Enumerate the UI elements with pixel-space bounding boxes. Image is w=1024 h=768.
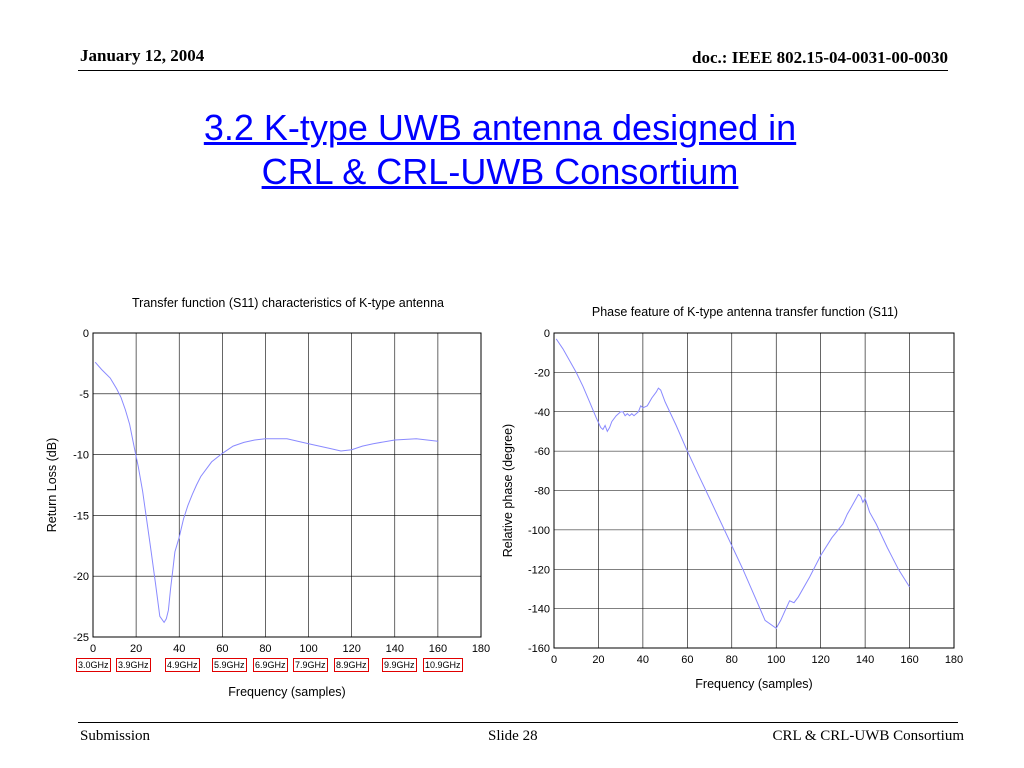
chart2-y-axis-label: Relative phase (degree) xyxy=(501,424,515,557)
chart2-x-tick-label: 180 xyxy=(945,654,963,666)
frequency-label: 8.9GHz xyxy=(334,658,369,672)
slide-title-line-2[interactable]: CRL & CRL-UWB Consortium xyxy=(261,151,739,192)
chart2-title: Phase feature of K-type antenna transfer… xyxy=(591,305,899,319)
chart1-x-tick-label: 160 xyxy=(429,643,447,655)
frequency-label: 5.9GHz xyxy=(212,658,247,672)
chart1-x-tick-label: 120 xyxy=(342,643,360,655)
chart1-x-tick-label: 80 xyxy=(259,643,271,655)
frequency-label: 10.9GHz xyxy=(423,658,463,672)
chart2-plot-frame xyxy=(553,332,955,649)
frequency-label: 6.9GHz xyxy=(253,658,288,672)
header-date: January 12, 2004 xyxy=(80,46,205,65)
chart2-y-tick-label: -40 xyxy=(534,407,550,419)
chart1-y-axis-label: Return Loss (dB) xyxy=(45,438,59,532)
chart1-y-tick-label: -15 xyxy=(73,510,89,522)
chart1-series-line xyxy=(94,361,438,624)
frequency-label: 9.9GHz xyxy=(382,658,417,672)
chart1-y-tick-label: -20 xyxy=(73,571,89,583)
chart2-x-tick-label: 60 xyxy=(681,654,693,666)
chart2-x-tick-label: 140 xyxy=(856,654,874,666)
frequency-label: 7.9GHz xyxy=(293,658,328,672)
chart2-y-tick-label: -160 xyxy=(528,643,550,655)
chart2-y-tick-label: -80 xyxy=(534,486,550,498)
chart1-y-tick-label: -10 xyxy=(73,450,89,462)
chart2-y-tick-label: -140 xyxy=(528,604,550,616)
chart2-y-tick-label: -60 xyxy=(534,446,550,458)
chart2-series-line xyxy=(555,338,911,630)
chart1-x-tick-label: 40 xyxy=(173,643,185,655)
chart2-x-tick-label: 100 xyxy=(767,654,785,666)
chart1-y-tick-label: 0 xyxy=(83,328,89,340)
chart2-x-tick-label: 40 xyxy=(637,654,649,666)
chart1-x-tick-label: 100 xyxy=(299,643,317,655)
chart1-x-tick-label: 140 xyxy=(386,643,404,655)
chart2-x-axis-label: Frequency (samples) xyxy=(695,677,812,691)
frequency-label: 3.0GHz xyxy=(76,658,111,672)
chart1-x-tick-label: 20 xyxy=(130,643,142,655)
footer-left: Submission xyxy=(80,728,151,744)
frequency-label: 4.9GHz xyxy=(165,658,200,672)
chart2-x-tick-label: 20 xyxy=(592,654,604,666)
chart2-x-tick-label: 160 xyxy=(900,654,918,666)
chart2-y-tick-label: -20 xyxy=(534,367,550,379)
chart1-y-tick-label: -25 xyxy=(73,632,89,644)
chart2-y-tick-label: -120 xyxy=(528,564,550,576)
chart1-x-tick-label: 180 xyxy=(472,643,490,655)
chart1-plot-frame xyxy=(92,332,482,638)
chart1-x-tick-label: 60 xyxy=(216,643,228,655)
footer-slide-number: Slide 28 xyxy=(488,728,538,744)
chart1-x-axis-label: Frequency (samples) xyxy=(228,685,345,699)
frequency-label: 3.9GHz xyxy=(116,658,151,672)
chart2-x-tick-label: 80 xyxy=(726,654,738,666)
header-doc-id: doc.: IEEE 802.15-04-0031-00-0030 xyxy=(692,48,948,67)
slide-title-line-1[interactable]: 3.2 K-type UWB antenna designed in xyxy=(203,107,797,148)
chart2-x-tick-label: 120 xyxy=(811,654,829,666)
footer-divider xyxy=(78,722,958,723)
chart1-title: Transfer function (S11) characteristics … xyxy=(132,296,444,310)
chart1-y-tick-label: -5 xyxy=(79,389,89,401)
footer-right: CRL & CRL-UWB Consortium xyxy=(772,728,964,744)
header-divider xyxy=(78,70,948,71)
chart2-y-tick-label: 0 xyxy=(544,328,550,340)
chart1-x-tick-label: 0 xyxy=(90,643,96,655)
chart2-x-tick-label: 0 xyxy=(551,654,557,666)
chart2-y-tick-label: -100 xyxy=(528,525,550,537)
slide-title[interactable]: 3.2 K-type UWB antenna designed in CRL &… xyxy=(0,106,1000,194)
